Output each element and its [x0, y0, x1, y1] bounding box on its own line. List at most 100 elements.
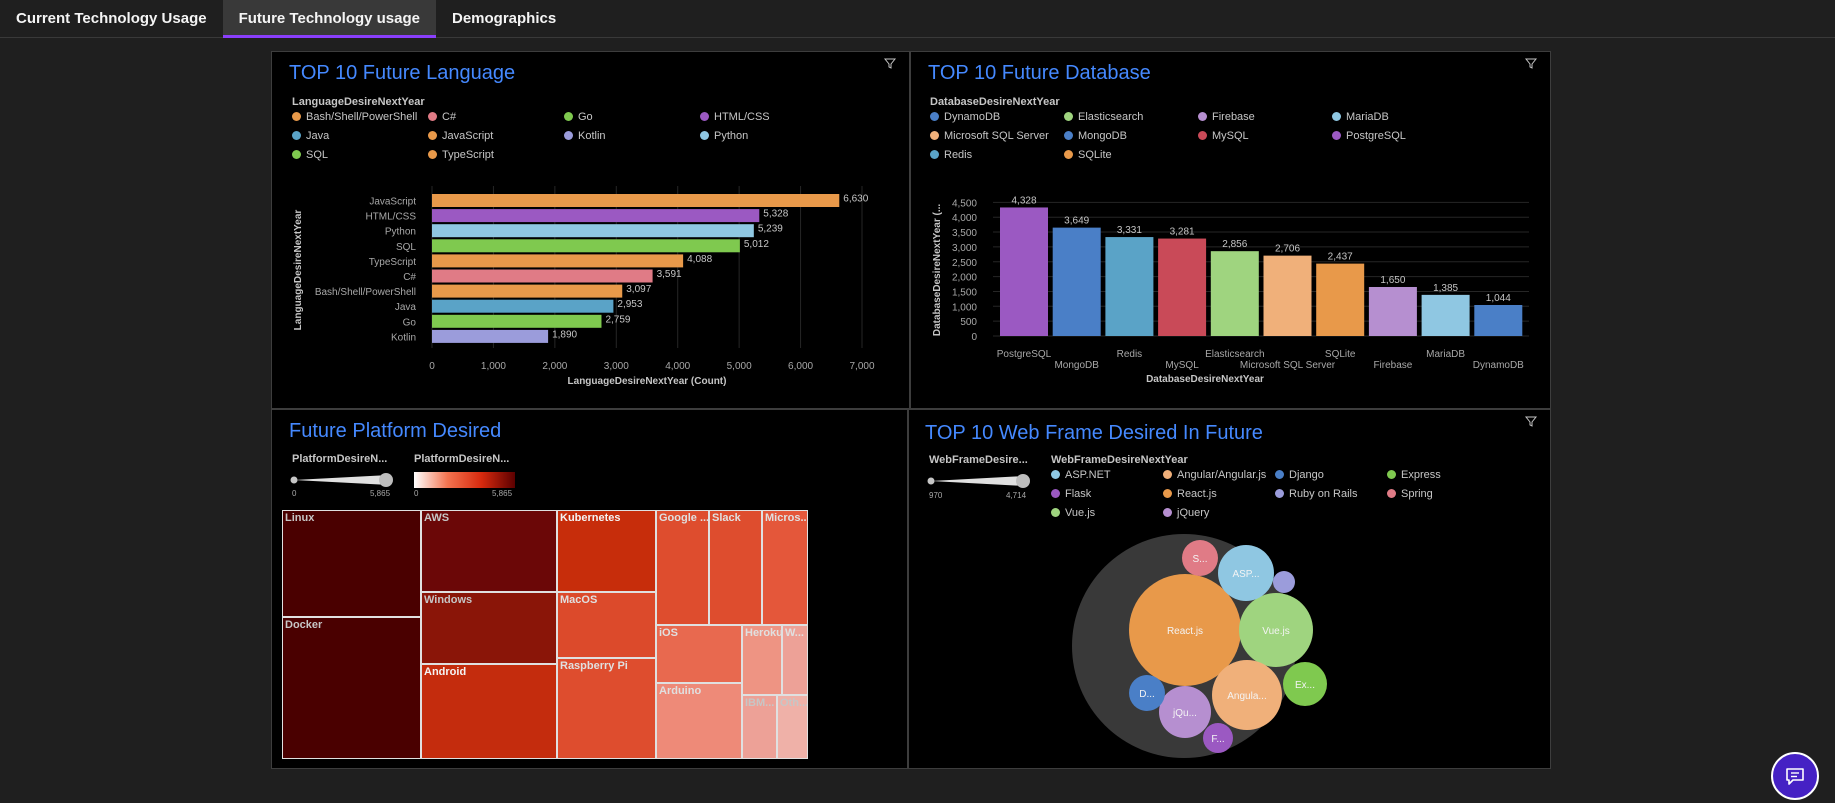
y-axis-title: LanguageDesireNextYear	[293, 210, 304, 331]
treemap-tile[interactable]: W...	[782, 625, 808, 695]
legend-swatch	[1275, 489, 1284, 498]
legend-item[interactable]: SQL	[292, 149, 328, 161]
legend-item[interactable]: Angular/Angular.js	[1163, 469, 1266, 481]
webframe-size-slider[interactable]	[927, 473, 1031, 489]
legend-item[interactable]: Go	[564, 111, 593, 123]
legend-item[interactable]: jQuery	[1163, 507, 1209, 519]
legend-item[interactable]: Java	[292, 130, 329, 142]
y-tick-label: 4,500	[952, 198, 977, 209]
legend-item[interactable]: DynamoDB	[930, 111, 1000, 123]
value-label: 5,239	[758, 224, 783, 235]
x-axis-title: DatabaseDesireNextYear	[1146, 374, 1264, 385]
category-label: MongoDB	[1054, 360, 1099, 371]
legend-item[interactable]: C#	[428, 111, 456, 123]
legend-swatch	[1064, 150, 1073, 159]
treemap-tile[interactable]: Linux	[282, 510, 421, 617]
legend-item[interactable]: PostgreSQL	[1332, 130, 1406, 142]
legend-item[interactable]: MySQL	[1198, 130, 1249, 142]
treemap-tile-label: iOS	[659, 627, 678, 639]
legend-swatch	[292, 150, 301, 159]
legend-item[interactable]: Firebase	[1198, 111, 1255, 123]
legend-item[interactable]: JavaScript	[428, 130, 493, 142]
platform-size-slider[interactable]	[290, 472, 394, 488]
legend-label: Python	[714, 130, 749, 142]
tab-demographics[interactable]: Demographics	[452, 10, 557, 27]
webframe-title: TOP 10 Web Frame Desired In Future	[925, 422, 1263, 444]
legend-item[interactable]: HTML/CSS	[700, 111, 770, 123]
category-label: MariaDB	[1426, 349, 1465, 360]
legend-item[interactable]: Spring	[1387, 488, 1433, 500]
x-tick-label: 7,000	[849, 361, 874, 372]
treemap-tile[interactable]: Micros...	[762, 510, 808, 625]
bar	[432, 209, 760, 223]
treemap-tile[interactable]: Google ...	[656, 510, 709, 625]
treemap-tile[interactable]: Slack	[709, 510, 762, 625]
tab-future-technology-usage[interactable]: Future Technology usage	[222, 0, 436, 38]
chat-button[interactable]	[1771, 752, 1819, 800]
treemap-tile[interactable]: Raspberry Pi	[557, 658, 656, 759]
legend-swatch	[564, 131, 573, 140]
x-tick-label: 3,000	[604, 361, 629, 372]
treemap-tile[interactable]: MacOS	[557, 592, 656, 658]
treemap-tile[interactable]: Docker	[282, 617, 421, 759]
treemap-tile[interactable]: Android	[421, 664, 557, 759]
legend-item[interactable]: Microsoft SQL Server	[930, 130, 1049, 142]
value-label: 2,856	[1222, 239, 1247, 250]
bar	[1158, 238, 1207, 336]
legend-swatch	[1051, 489, 1060, 498]
filter-icon[interactable]	[1524, 414, 1538, 428]
value-label: 1,890	[552, 329, 577, 340]
webframe-size-min: 970	[929, 491, 943, 500]
legend-swatch	[292, 131, 301, 140]
treemap-tile[interactable]: Heroku	[742, 625, 782, 695]
category-label: Redis	[1117, 349, 1143, 360]
legend-swatch	[1387, 470, 1396, 479]
legend-item[interactable]: Vue.js	[1051, 507, 1095, 519]
legend-item[interactable]: Python	[700, 130, 748, 142]
legend-item[interactable]: MongoDB	[1064, 130, 1127, 142]
legend-item[interactable]: Ruby on Rails	[1275, 488, 1357, 500]
legend-label: Bash/Shell/PowerShell	[306, 111, 418, 123]
legend-swatch	[1163, 508, 1172, 517]
treemap-tile[interactable]: Windows	[421, 592, 557, 664]
treemap-tile[interactable]: IBM...	[742, 695, 777, 759]
legend-item[interactable]: Django	[1275, 469, 1324, 481]
bar	[1474, 304, 1523, 336]
legend-swatch	[1387, 489, 1396, 498]
legend-item[interactable]: Bash/Shell/PowerShell	[292, 111, 417, 123]
legend-item[interactable]: ASP.NET	[1051, 469, 1111, 481]
filter-icon[interactable]	[1524, 56, 1538, 70]
legend-item[interactable]: Express	[1387, 469, 1441, 481]
legend-label: SQLite	[1078, 149, 1112, 161]
legend-item[interactable]: MariaDB	[1332, 111, 1389, 123]
bubble	[1129, 574, 1241, 686]
legend-label: Flask	[1065, 488, 1092, 500]
tab-current-technology-usage[interactable]: Current Technology Usage	[16, 10, 207, 27]
y-tick-label: 4,000	[952, 213, 977, 224]
platform-color-min: 0	[414, 489, 419, 498]
bar	[432, 239, 740, 253]
treemap-tile[interactable]: Kubernetes	[557, 510, 656, 592]
legend-item[interactable]: TypeScript	[428, 149, 494, 161]
legend-item[interactable]: Redis	[930, 149, 972, 161]
filter-icon[interactable]	[883, 56, 897, 70]
treemap-tile[interactable]: Oth...	[777, 695, 808, 759]
treemap-tile[interactable]: iOS	[656, 625, 742, 683]
chat-icon	[1786, 768, 1804, 785]
legend-item[interactable]: React.js	[1163, 488, 1217, 500]
category-label: SQLite	[1325, 349, 1356, 360]
legend-item[interactable]: Kotlin	[564, 130, 606, 142]
legend-swatch	[700, 112, 709, 121]
legend-item[interactable]: Flask	[1051, 488, 1091, 500]
legend-item[interactable]: Elasticsearch	[1064, 111, 1143, 123]
bubble	[1182, 540, 1218, 576]
legend-swatch	[564, 112, 573, 121]
legend-item[interactable]: SQLite	[1064, 149, 1112, 161]
treemap-tile[interactable]: Arduino	[656, 683, 742, 759]
x-axis-title: LanguageDesireNextYear (Count)	[568, 376, 727, 387]
treemap-tile[interactable]: AWS	[421, 510, 557, 592]
bubble-label: Vue.js	[1262, 626, 1289, 637]
y-tick-label: 2,000	[952, 273, 977, 284]
legend-swatch	[1332, 112, 1341, 121]
treemap-tile-label: Docker	[285, 619, 323, 631]
